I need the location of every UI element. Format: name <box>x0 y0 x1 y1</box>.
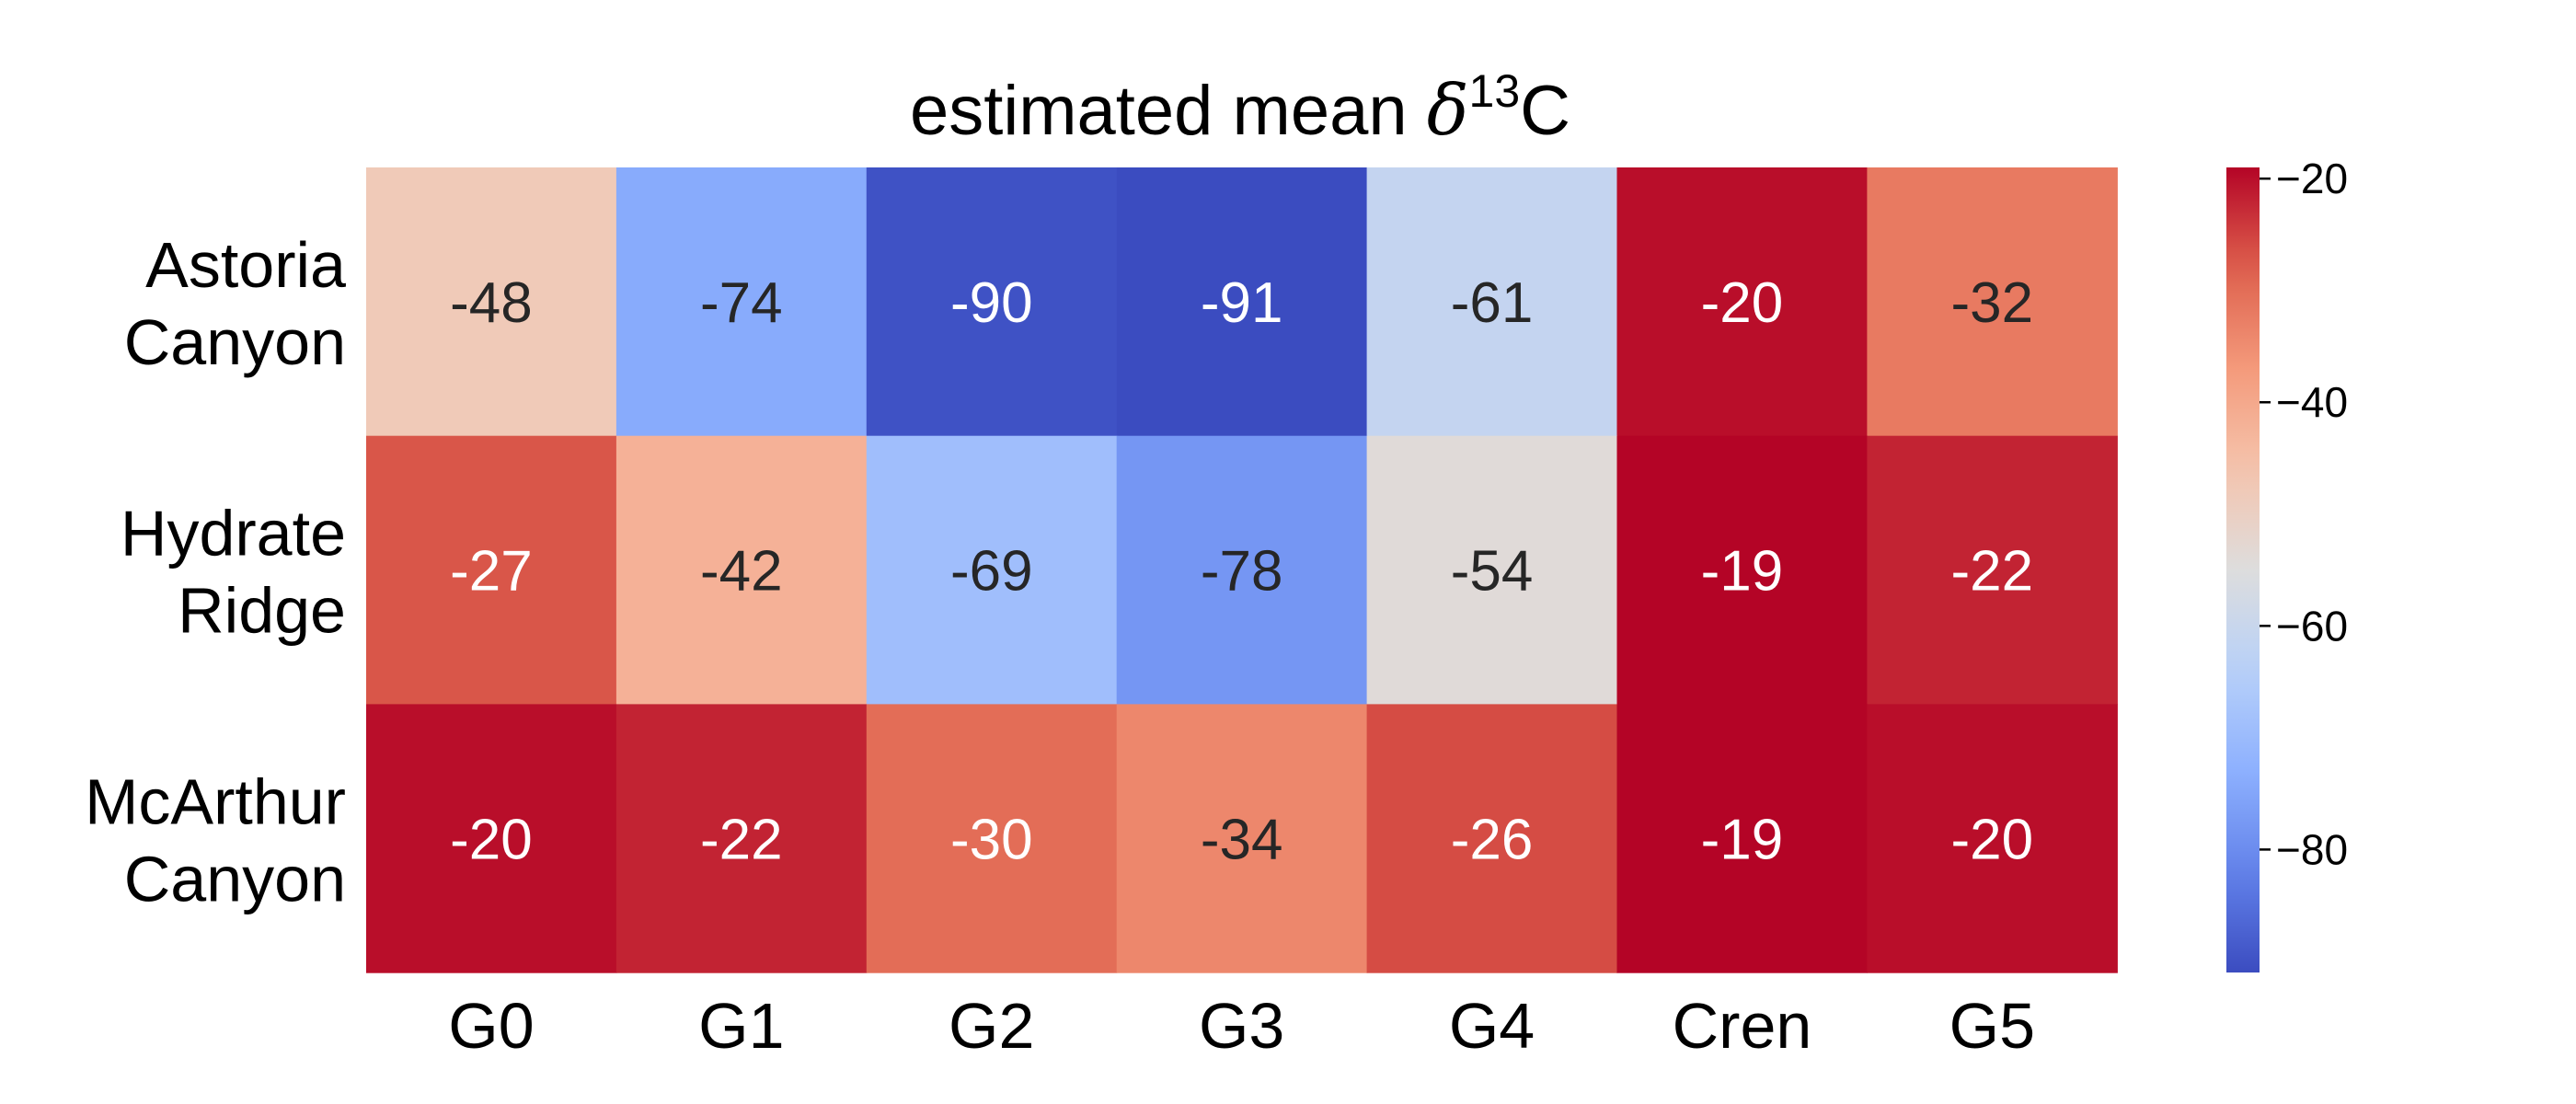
heatmap-cell <box>1616 704 1868 973</box>
cell-value-label: -26 <box>1451 808 1534 871</box>
cell-value-label: -91 <box>1201 271 1283 335</box>
column-label: G2 <box>949 990 1034 1062</box>
chart-title-suffix: C <box>1520 72 1570 150</box>
cell-value-label: -42 <box>700 540 783 604</box>
heatmap-cell <box>366 704 617 973</box>
cell-value-label: -90 <box>950 271 1033 335</box>
row-label-line: Canyon <box>124 843 346 914</box>
colorbar: −20 −40 −60 −80 <box>2226 155 2348 973</box>
cell-value-label: -20 <box>450 808 533 871</box>
chart-title: estimated mean δ13C <box>910 65 1570 151</box>
heatmap-cell <box>1116 704 1368 973</box>
heatmap-cell <box>1366 704 1618 973</box>
row-label-line: McArthur <box>85 765 346 837</box>
chart-title-prefix: estimated mean <box>910 72 1427 150</box>
colorbar-tick-label: −80 <box>2276 825 2348 873</box>
column-label: G0 <box>448 990 534 1062</box>
cell-value-label: -74 <box>700 271 783 335</box>
column-labels: G0 G1 G2 G3 G4 Cren G5 <box>448 990 2035 1062</box>
cell-value-label: -78 <box>1201 540 1283 604</box>
heatmap-cell <box>866 435 1118 705</box>
row-label: Hydrate Ridge <box>121 498 346 647</box>
cell-value-label: -27 <box>450 540 533 604</box>
cell-value-label: -32 <box>1951 271 2034 335</box>
heatmap-cell <box>1867 167 2118 437</box>
heatmap-cell <box>615 704 868 973</box>
heatmap-cell <box>866 704 1118 973</box>
colorbar-gradient <box>2226 167 2260 973</box>
cell-value-label: -34 <box>1201 808 1283 871</box>
heatmap-cell <box>366 435 617 705</box>
colorbar-tick-label: −40 <box>2276 378 2348 426</box>
cell-value-label: -20 <box>1951 808 2034 871</box>
cell-value-label: -22 <box>1951 540 2034 604</box>
heatmap-cells: -48 -74 -90 -91 -61 -20 -32 -27 -42 -69 -78 -54 -19 -… <box>366 167 2118 973</box>
column-label: G1 <box>698 990 784 1062</box>
row-label-line: Ridge <box>178 575 346 647</box>
row-label: Astoria Canyon <box>124 229 346 378</box>
cell-value-label: -22 <box>700 808 783 871</box>
colorbar-tick-label: −20 <box>2276 155 2348 202</box>
column-label: G3 <box>1199 990 1284 1062</box>
column-label: G5 <box>1949 990 2035 1062</box>
column-label: G4 <box>1449 990 1535 1062</box>
cell-value-label: -54 <box>1451 540 1534 604</box>
row-label: McArthur Canyon <box>85 765 346 914</box>
heatmap-cell <box>1616 167 1868 437</box>
cell-value-label: -30 <box>950 808 1033 871</box>
row-label-line: Astoria <box>145 229 346 301</box>
cell-value-label: -20 <box>1701 271 1784 335</box>
chart-title-symbol: δ <box>1427 69 1469 151</box>
heatmap-cell <box>866 167 1118 437</box>
column-label: Cren <box>1673 990 1812 1062</box>
cell-value-label: -19 <box>1701 808 1784 871</box>
heatmap-cell <box>366 167 617 437</box>
heatmap-cell <box>615 435 868 705</box>
heatmap-cell <box>1366 167 1618 437</box>
heatmap-cell <box>1616 435 1868 705</box>
cell-value-label: -19 <box>1701 540 1784 604</box>
row-label-line: Hydrate <box>121 498 346 569</box>
heatmap-cell <box>1867 435 2118 705</box>
heatmap-cell <box>1116 167 1368 437</box>
heatmap-cell <box>1366 435 1618 705</box>
heatmap-cell <box>615 167 868 437</box>
row-label-line: Canyon <box>124 306 346 378</box>
heatmap-cell <box>1116 435 1368 705</box>
chart-title-superscript: 13 <box>1469 65 1521 117</box>
cell-value-label: -69 <box>950 540 1033 604</box>
cell-value-label: -48 <box>450 271 533 335</box>
heatmap-cell <box>1867 704 2118 973</box>
cell-value-label: -61 <box>1451 271 1534 335</box>
colorbar-tick-label: −60 <box>2276 602 2348 650</box>
